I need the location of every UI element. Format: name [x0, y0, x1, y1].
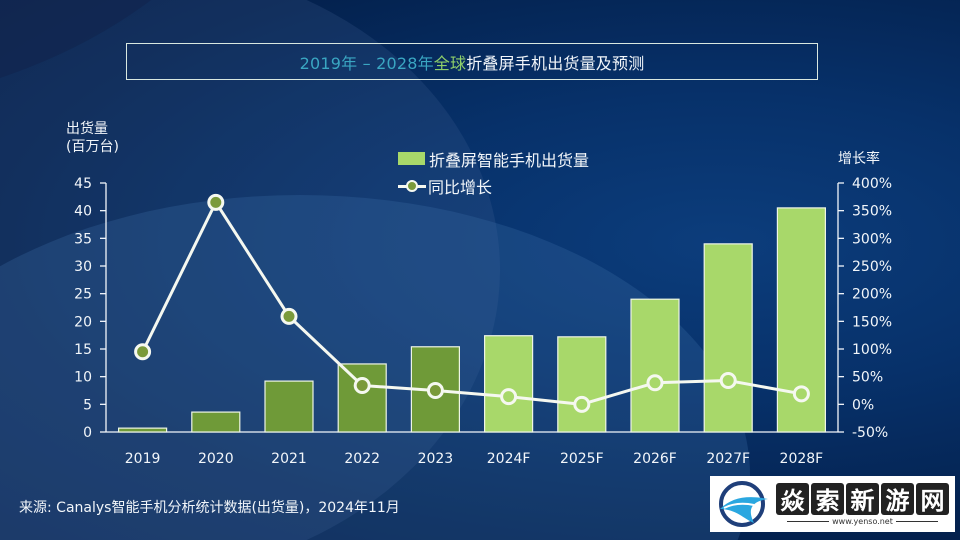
left-axis-tick-label: 10 [74, 370, 92, 386]
bar-series [117, 207, 827, 433]
x-axis-label: 2019 [125, 451, 161, 467]
chart-title: 2019年 – 2028年 全球 折叠屏手机出货量及预测 [126, 43, 818, 80]
bar-2022 [337, 363, 387, 433]
left-axis-tick-label: 20 [74, 314, 92, 330]
right-axis-tick-label: 250% [852, 259, 892, 275]
right-axis-tick-label: 150% [852, 314, 892, 330]
growth-marker-2020 [207, 193, 225, 211]
right-axis-tick-label: 300% [852, 231, 892, 247]
title-years: 2019年 – 2028年 [299, 53, 434, 73]
legend: 折叠屏智能手机出货量 同比增长 [398, 145, 589, 199]
left-axis-tick-label: 15 [74, 342, 92, 358]
bar-2020 [191, 411, 241, 433]
growth-marker-2027F [719, 372, 737, 390]
bar-2025F [557, 336, 607, 433]
x-axis-label: 2023 [418, 451, 454, 467]
x-axis-label: 2024F [487, 451, 531, 467]
right-axis-tick-label: 400% [852, 176, 892, 192]
growth-marker-2025F [573, 395, 591, 413]
left-axis-tick-label: 40 [74, 204, 92, 220]
x-axis-label: 2028F [780, 451, 824, 467]
title-global: 全球 [433, 53, 467, 73]
x-axis-label: 2027F [706, 451, 750, 467]
left-axis-tick-label: 45 [74, 176, 92, 192]
watermark-url-text: www.yenso.net [832, 516, 893, 526]
watermark-char: 新 [846, 482, 879, 515]
source-note: 来源: Canalys智能手机分析统计数据(出货量)，2024年11月 [19, 500, 400, 516]
right-axis-tick-label: 350% [852, 204, 892, 220]
watermark-char: 索 [811, 482, 844, 515]
growth-marker-2024F [500, 388, 518, 406]
left-axis-label: 出货量 (百万台) [66, 120, 119, 156]
bar-2019 [117, 427, 168, 433]
watermark-chars: 焱索新游网 [776, 482, 949, 515]
x-axis-labels: 2019 2020 2021 2022 2023 2024F 2025F 2026F 2027F… [125, 451, 823, 467]
left-axis-tick-label: 0 [83, 425, 92, 441]
growth-marker-2022 [353, 377, 371, 395]
watermark: 焱索新游网 www.yenso.net [710, 476, 955, 532]
right-axis-tick-label: 200% [852, 287, 892, 303]
bar-swatch-icon [398, 152, 425, 165]
right-axis-tick-label: 0% [852, 397, 874, 413]
legend-bar-label: 折叠屏智能手机出货量 [429, 150, 590, 170]
growth-line [141, 200, 802, 406]
left-axis-label-line2: (百万台) [66, 139, 119, 155]
legend-line-label: 同比增长 [428, 177, 493, 197]
watermark-text: 焱索新游网 www.yenso.net [776, 482, 949, 526]
watermark-char: 焱 [776, 482, 809, 515]
left-axis-tick-label: 25 [74, 287, 92, 303]
x-axis-label: 2020 [198, 451, 234, 467]
x-axis-label: 2022 [344, 451, 380, 467]
left-axis-tick-label: 30 [74, 259, 92, 275]
growth-line-series [134, 193, 810, 413]
growth-marker-2028F [792, 385, 810, 403]
growth-marker-2023 [426, 382, 444, 399]
left-axis-tick-label: 5 [83, 397, 92, 413]
growth-marker-2026F [646, 374, 664, 392]
left-axis-label-line1: 出货量 [66, 121, 108, 137]
x-axis-label: 2025F [560, 451, 604, 467]
bar-2021 [264, 380, 314, 433]
growth-marker-2019 [134, 343, 152, 361]
background-arc [0, 0, 500, 540]
watermark-logo-icon [714, 479, 772, 529]
right-y-axis: -50% 0% 50% 100% 150% 200% 250% 300% 350% 400% [837, 176, 892, 441]
title-main: 折叠屏手机出货量及预测 [466, 53, 645, 73]
line-marker-icon [398, 179, 426, 193]
x-axis-label: 2026F [633, 451, 677, 467]
watermark-char: 游 [881, 482, 914, 515]
legend-item-line: 同比增长 [398, 172, 589, 199]
left-axis-tick-label: 35 [74, 231, 92, 247]
watermark-char: 网 [916, 482, 949, 515]
watermark-url: www.yenso.net [787, 517, 938, 526]
bar-2027F [703, 243, 753, 433]
right-axis-label: 增长率 [838, 151, 880, 167]
right-axis-tick-label: 50% [852, 370, 883, 386]
growth-marker-2021 [280, 307, 298, 325]
right-axis-tick-label: 100% [852, 342, 892, 358]
bar-2026F [630, 298, 680, 433]
right-axis-tick-label: -50% [852, 425, 888, 441]
x-axis-label: 2021 [271, 451, 307, 467]
legend-item-bar: 折叠屏智能手机出货量 [398, 145, 589, 172]
bar-2024F [484, 335, 534, 433]
